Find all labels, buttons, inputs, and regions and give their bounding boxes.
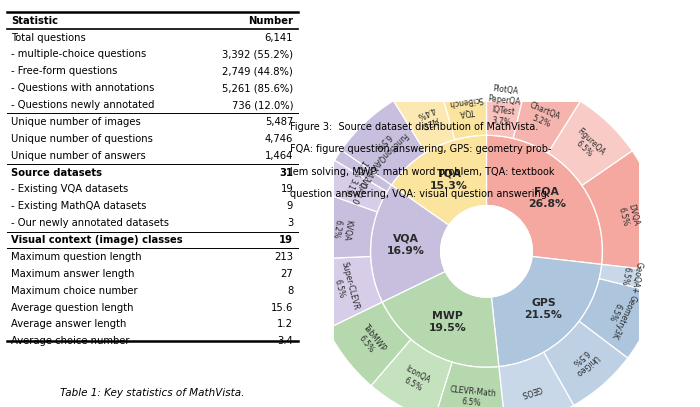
- Text: FQA
26.8%: FQA 26.8%: [528, 186, 566, 209]
- Wedge shape: [491, 256, 602, 367]
- Text: Super-CLEVR
6.5%: Super-CLEVR 6.5%: [329, 261, 360, 314]
- Text: Figure 3:  Source dataset distribution of MathVista.: Figure 3: Source dataset distribution of…: [290, 122, 539, 132]
- Text: 3: 3: [287, 218, 293, 228]
- Text: FQA: figure question answering, GPS: geometry prob-: FQA: figure question answering, GPS: geo…: [290, 144, 552, 155]
- Wedge shape: [320, 160, 387, 212]
- Text: 736 (12.0%): 736 (12.0%): [232, 100, 293, 110]
- Text: VQA2.0
3.1%: VQA2.0 3.1%: [340, 171, 369, 206]
- Text: 213: 213: [274, 252, 293, 262]
- Wedge shape: [438, 74, 486, 140]
- Text: Average question length: Average question length: [11, 302, 134, 313]
- Wedge shape: [599, 265, 662, 293]
- Text: Geometry3K
6.5%: Geometry3K 6.5%: [600, 288, 638, 340]
- Text: FunctionQA
6.5%: FunctionQA 6.5%: [363, 123, 409, 167]
- Text: Statistic: Statistic: [11, 15, 58, 26]
- Text: 19: 19: [281, 184, 293, 195]
- Wedge shape: [371, 339, 452, 407]
- Wedge shape: [582, 151, 664, 271]
- Wedge shape: [328, 302, 411, 385]
- Text: CLEVR-Math
6.5%: CLEVR-Math 6.5%: [448, 385, 496, 407]
- Text: KVQA
6.2%: KVQA 6.2%: [330, 217, 353, 241]
- Text: Average answer length: Average answer length: [11, 319, 127, 329]
- Wedge shape: [309, 256, 382, 329]
- Text: TQA
SciBench: TQA SciBench: [448, 94, 485, 118]
- Text: - Questions with annotations: - Questions with annotations: [11, 83, 155, 93]
- Text: - multiple-choice questions: - multiple-choice questions: [11, 49, 146, 59]
- Text: 19: 19: [279, 235, 293, 245]
- Text: 9: 9: [287, 201, 293, 211]
- Text: UniGeo
6.5%: UniGeo 6.5%: [566, 345, 600, 378]
- Text: 1,464: 1,464: [265, 151, 293, 161]
- Wedge shape: [486, 74, 527, 138]
- Wedge shape: [544, 321, 628, 405]
- Text: 6,141: 6,141: [265, 33, 293, 42]
- Wedge shape: [393, 81, 455, 153]
- Text: 1.2: 1.2: [277, 319, 293, 329]
- Wedge shape: [548, 101, 632, 186]
- Text: Maximum answer length: Maximum answer length: [11, 269, 135, 279]
- Text: 4,746: 4,746: [265, 134, 293, 144]
- Text: Total questions: Total questions: [11, 33, 86, 42]
- Text: - Existing VQA datasets: - Existing VQA datasets: [11, 184, 129, 195]
- Wedge shape: [486, 135, 603, 265]
- Wedge shape: [309, 191, 377, 259]
- Text: AI2D
4.4%: AI2D 4.4%: [414, 105, 440, 130]
- Text: 3,392 (55.2%): 3,392 (55.2%): [222, 49, 293, 59]
- Text: ChartQA
5.2%: ChartQA 5.2%: [524, 101, 561, 131]
- Text: 31: 31: [279, 168, 293, 177]
- Text: 8: 8: [287, 286, 293, 295]
- Text: GEOS: GEOS: [520, 383, 542, 398]
- Text: DVQA
6.5%: DVQA 6.5%: [617, 203, 641, 229]
- Text: Unique number of images: Unique number of images: [11, 117, 141, 127]
- Wedge shape: [382, 271, 499, 367]
- Text: TQA
15.3%: TQA 15.3%: [430, 168, 468, 191]
- Text: Source datasets: Source datasets: [11, 168, 102, 177]
- Text: Average choice number: Average choice number: [11, 336, 130, 346]
- Text: Unique number of questions: Unique number of questions: [11, 134, 153, 144]
- Text: PlotQA
PaperQA
IQTest
3.7%: PlotQA PaperQA IQTest 3.7%: [485, 84, 522, 128]
- Text: lem solving, MWP: math word problem, TQA: textbook: lem solving, MWP: math word problem, TQA…: [290, 167, 555, 177]
- Text: 27: 27: [281, 269, 293, 279]
- Text: Unique number of answers: Unique number of answers: [11, 151, 146, 161]
- Text: 2,749 (44.8%): 2,749 (44.8%): [223, 66, 293, 76]
- Text: GPS
21.5%: GPS 21.5%: [524, 298, 563, 320]
- Wedge shape: [342, 101, 426, 185]
- Wedge shape: [434, 362, 505, 407]
- Text: MWP
19.5%: MWP 19.5%: [428, 311, 466, 333]
- Wedge shape: [391, 135, 486, 225]
- Text: FigureQA
6.5%: FigureQA 6.5%: [568, 127, 607, 164]
- Text: 15.6: 15.6: [271, 302, 293, 313]
- Text: GeoQA+
6.5%: GeoQA+ 6.5%: [618, 259, 643, 295]
- Text: Maximum question length: Maximum question length: [11, 252, 142, 262]
- Text: Number: Number: [248, 15, 293, 26]
- Text: 3.4: 3.4: [277, 336, 293, 346]
- Wedge shape: [579, 279, 659, 358]
- Text: 5,261 (85.6%): 5,261 (85.6%): [222, 83, 293, 93]
- Wedge shape: [335, 150, 391, 192]
- Wedge shape: [499, 352, 574, 407]
- Text: 5,487: 5,487: [265, 117, 293, 127]
- Text: - Existing MathQA datasets: - Existing MathQA datasets: [11, 201, 147, 211]
- Text: IconQA
6.5%: IconQA 6.5%: [399, 365, 432, 394]
- Text: Table 1: Key statistics of MathVista.: Table 1: Key statistics of MathVista.: [60, 388, 244, 398]
- Text: TabMWP
6.5%: TabMWP 6.5%: [353, 322, 388, 359]
- Text: Maximum choice number: Maximum choice number: [11, 286, 138, 295]
- Text: - Questions newly annotated: - Questions newly annotated: [11, 100, 155, 110]
- Text: question answering, VQA: visual question answering.: question answering, VQA: visual question…: [290, 189, 550, 199]
- Text: VQA2.0
1.1%: VQA2.0 1.1%: [348, 155, 379, 189]
- Text: Visual context (image) classes: Visual context (image) classes: [11, 235, 183, 245]
- Circle shape: [441, 206, 532, 297]
- Text: VQA
16.9%: VQA 16.9%: [387, 234, 425, 256]
- Text: - Free-form questions: - Free-form questions: [11, 66, 118, 76]
- Text: - Our newly annotated datasets: - Our newly annotated datasets: [11, 218, 169, 228]
- Wedge shape: [513, 79, 580, 153]
- Wedge shape: [370, 185, 449, 302]
